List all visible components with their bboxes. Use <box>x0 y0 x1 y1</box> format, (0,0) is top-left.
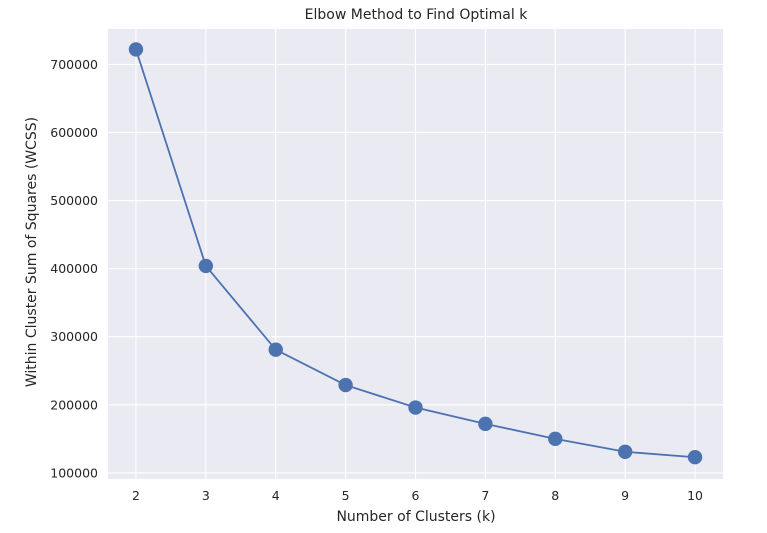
y-tick-label: 600000 <box>50 125 98 140</box>
y-tick-label: 200000 <box>50 397 98 412</box>
data-point <box>478 416 493 432</box>
data-point <box>268 342 283 357</box>
y-tick-label: 500000 <box>50 193 98 208</box>
data-point <box>128 42 144 57</box>
chart-title: Elbow Method to Find Optimal k <box>305 7 529 23</box>
y-tick-label: 400000 <box>50 261 98 276</box>
x-tick-labels: 2 3 4 5 6 7 8 9 10 <box>132 488 703 503</box>
x-tick-label: 6 <box>412 488 420 503</box>
data-point <box>548 431 563 447</box>
data-point <box>408 400 423 415</box>
x-tick-label: 10 <box>687 488 703 503</box>
wcss-points <box>128 42 703 465</box>
data-point <box>687 450 703 465</box>
x-tick-label: 4 <box>272 488 280 503</box>
x-tick-label: 5 <box>342 488 350 503</box>
data-point <box>198 258 214 274</box>
data-point <box>617 444 633 459</box>
data-point <box>338 377 353 393</box>
x-tick-label: 7 <box>481 488 489 503</box>
y-tick-label: 300000 <box>50 329 98 344</box>
x-tick-label: 8 <box>551 488 559 503</box>
y-tick-labels: 100000 200000 300000 400000 500000 600000 7000… <box>50 57 98 480</box>
x-tick-label: 2 <box>132 488 140 503</box>
x-tick-label: 3 <box>202 488 210 503</box>
y-tick-label: 700000 <box>50 57 98 72</box>
y-axis-title: Within Cluster Sum of Squares (WCSS) <box>24 117 40 387</box>
x-tick-label: 9 <box>621 488 629 503</box>
y-tick-label: 100000 <box>50 465 98 480</box>
x-axis-title: Number of Clusters (k) <box>336 509 495 525</box>
